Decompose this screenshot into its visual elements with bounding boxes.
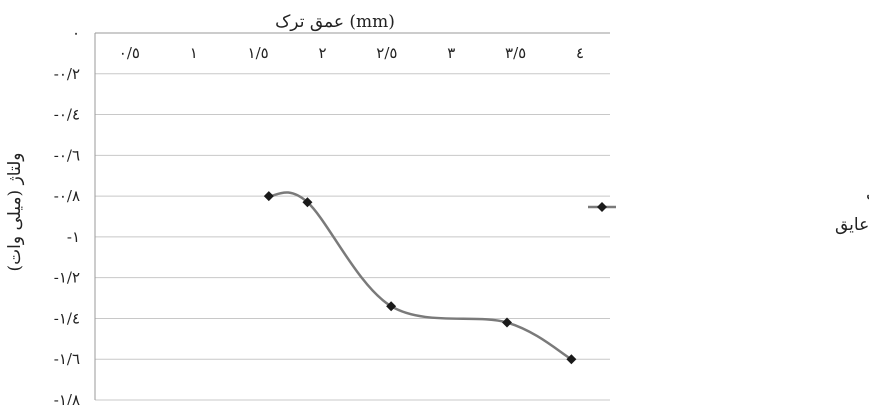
- x-axis-title: عمق ترک (mm): [275, 12, 395, 32]
- x-tick-label: ٢/٥: [376, 44, 397, 62]
- y-tick-label: -٠/٤: [54, 106, 80, 124]
- y-tick-label: -١/٨: [54, 391, 80, 405]
- series-line: [268, 191, 573, 361]
- y-tick-label: ٠: [72, 24, 80, 42]
- y-tick-label: -٠/٨: [54, 187, 80, 205]
- y-tick-label: -١/٦: [54, 350, 80, 368]
- data-point-marker: [566, 354, 577, 365]
- legend-marker: [597, 202, 607, 212]
- y-tick-label: -٠/٢: [54, 65, 80, 83]
- legend-label-line-2: از روی عایق: [835, 215, 869, 235]
- y-tick-labels: ٠ -٠/٢ -٠/٤ -٠/٦ -٠/٨ -١ -١/٢ -١/٤ -١/٦ -١/٨: [54, 24, 80, 405]
- x-tick-label: ٣/٥: [505, 44, 526, 62]
- y-axis-title: ولتاژ (میلی وات): [5, 153, 25, 272]
- y-tick-label: -١: [67, 228, 80, 246]
- x-tick-labels: ٠/٥ ١ ١/٥ ٢ ٢/٥ ٣ ٣/٥ ٤: [119, 44, 584, 62]
- x-tick-label: ٣: [447, 44, 455, 62]
- y-tick-label: -١/٤: [54, 309, 80, 327]
- data-point-marker: [386, 301, 397, 312]
- x-tick-label: ٤: [576, 44, 584, 62]
- x-tick-label: ٢: [318, 44, 326, 62]
- data-point-marker: [502, 317, 512, 328]
- axes: [94, 32, 610, 400]
- x-tick-label: ٠/٥: [119, 44, 140, 62]
- data-point-marker: [263, 191, 274, 202]
- y-tick-label: -١/٢: [54, 269, 80, 287]
- legend-label-line-1: نمودار کالیبراسیون در حالت تست: [866, 185, 869, 205]
- data-point-marker: [302, 197, 313, 208]
- y-tick-label: -٠/٦: [54, 146, 80, 164]
- legend: نمودار کالیبراسیون در حالت تست از روی عای…: [588, 185, 869, 235]
- grid-lines: [95, 73, 610, 401]
- series-layer: [263, 191, 577, 365]
- x-tick-label: ١/٥: [248, 44, 269, 62]
- x-tick-label: ١: [190, 44, 198, 62]
